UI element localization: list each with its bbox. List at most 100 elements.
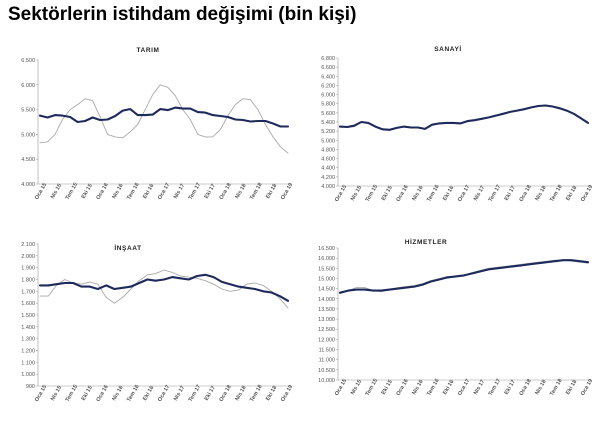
x-tick-label: Tem 17 bbox=[488, 378, 502, 397]
x-tick-label: Tem 15 bbox=[365, 378, 379, 397]
y-tick-label: 1.200 bbox=[21, 349, 35, 355]
x-tick-label: Oca 15 bbox=[34, 384, 48, 403]
x-tick-label: Oca 16 bbox=[96, 384, 110, 403]
x-tick-label: Eki 15 bbox=[81, 385, 94, 402]
y-tick-label: 11.500 bbox=[319, 348, 335, 354]
y-tick-label: 1.300 bbox=[21, 337, 35, 343]
y-tick-label: 14.000 bbox=[318, 297, 335, 303]
x-tick-label: Eki 17 bbox=[504, 379, 517, 396]
chart-title: HİZMETLER bbox=[405, 238, 448, 246]
x-tick-label: Oca 18 bbox=[219, 182, 233, 201]
chart-sanayi: SANAYİ 4.000 4.200 4.400 4.600 4.800 5.000 5.20… bbox=[321, 45, 594, 203]
x-tick-label: Eki 18 bbox=[565, 379, 578, 396]
y-tick-label: 5.800 bbox=[321, 102, 335, 108]
y-tick-label: 6.800 bbox=[321, 56, 335, 62]
y-tick-label: 5.200 bbox=[321, 129, 335, 135]
y-tick-label: 13.000 bbox=[318, 317, 335, 323]
chart-hizmetler: HİZMETLER 10.000 10.500 11.000 11.500 12.000 1… bbox=[318, 238, 594, 397]
x-tick-label: Nis 17 bbox=[173, 183, 186, 200]
series-line-trend-hizmetler bbox=[338, 259, 590, 294]
x-tick-label: Tem 16 bbox=[126, 182, 140, 201]
x-tick-label: Tem 17 bbox=[488, 184, 502, 203]
y-tick-label: 6.500 bbox=[21, 58, 35, 64]
y-tick-label: 16.500 bbox=[318, 246, 335, 252]
x-tick-label: Eki 18 bbox=[265, 183, 278, 200]
y-tick-label: 5.500 bbox=[21, 108, 35, 114]
x-tick-label: Eki 18 bbox=[565, 185, 578, 202]
y-tick-label: 12.000 bbox=[318, 337, 335, 343]
x-tick-label: Eki 16 bbox=[442, 185, 455, 202]
x-tick-label: Oca 17 bbox=[157, 182, 171, 201]
chart-title: SANAYİ bbox=[434, 45, 462, 53]
x-tick-label: Nis 18 bbox=[534, 379, 547, 396]
series-line-trend-tarim bbox=[38, 106, 290, 128]
y-tick-label: 2.000 bbox=[21, 254, 35, 260]
x-tick-label: Oca 18 bbox=[519, 184, 533, 203]
x-tick-label: Nis 15 bbox=[50, 183, 63, 200]
y-tick-label: 900 bbox=[26, 384, 35, 390]
y-tick-label: 15.000 bbox=[318, 276, 335, 282]
y-tick-label: 4.800 bbox=[321, 147, 335, 153]
y-tick-label: 4.400 bbox=[321, 166, 335, 172]
y-tick-label: 4.500 bbox=[21, 157, 35, 163]
x-tick-label: Eki 17 bbox=[204, 183, 217, 200]
x-tick-label: Tem 16 bbox=[126, 384, 140, 403]
x-tick-label: Eki 17 bbox=[204, 385, 217, 402]
y-tick-label: 6.000 bbox=[321, 93, 335, 99]
x-tick-label: Oca 17 bbox=[157, 384, 171, 403]
x-tick-label: Eki 15 bbox=[381, 379, 394, 396]
x-tick-label: Eki 16 bbox=[142, 385, 155, 402]
x-tick-label: Nis 15 bbox=[350, 185, 363, 202]
x-tick-label: Tem 18 bbox=[249, 384, 263, 403]
series-line-trend-sanayi bbox=[338, 104, 590, 131]
x-tick-label: Oca 19 bbox=[580, 378, 594, 397]
y-tick-label: 5.000 bbox=[321, 138, 335, 144]
chart-tarim: TARIM 4.000 4.500 5.000 5.500 6.000 6.500 Oca 1… bbox=[21, 47, 294, 201]
x-tick-label: Oca 18 bbox=[219, 384, 233, 403]
y-tick-label: 16.000 bbox=[318, 256, 335, 262]
y-tick-label: 12.500 bbox=[318, 327, 335, 333]
x-tick-label: Nis 17 bbox=[173, 385, 186, 402]
x-tick-label: Oca 16 bbox=[96, 182, 110, 201]
x-tick-label: Oca 15 bbox=[334, 184, 348, 203]
series-line-raw-hizmetler bbox=[339, 259, 589, 295]
x-tick-label: Tem 15 bbox=[65, 182, 79, 201]
x-tick-label: Eki 16 bbox=[442, 379, 455, 396]
x-tick-label: Nis 16 bbox=[411, 185, 424, 202]
y-tick-label: 1.700 bbox=[21, 289, 35, 295]
x-tick-label: Nis 15 bbox=[350, 379, 363, 396]
x-tick-label: Eki 16 bbox=[142, 183, 155, 200]
series-line-trend-insaat bbox=[38, 273, 290, 302]
x-tick-label: Tem 18 bbox=[249, 182, 263, 201]
x-tick-label: Oca 18 bbox=[519, 378, 533, 397]
x-tick-label: Nis 18 bbox=[234, 385, 247, 402]
y-tick-label: 15.500 bbox=[318, 266, 335, 272]
x-tick-label: Tem 15 bbox=[65, 384, 79, 403]
x-tick-label: Oca 15 bbox=[334, 378, 348, 397]
x-tick-label: Eki 18 bbox=[265, 385, 278, 402]
x-tick-label: Tem 17 bbox=[188, 384, 202, 403]
y-tick-label: 11.000 bbox=[319, 358, 335, 364]
y-tick-label: 1.600 bbox=[21, 301, 35, 307]
chart-insaat: İNŞAAT 900 1.000 1.100 1.200 1.300 1.400 1.500 1… bbox=[21, 242, 294, 403]
x-tick-label: Oca 19 bbox=[280, 182, 294, 201]
y-tick-label: 5.400 bbox=[321, 120, 335, 126]
y-tick-label: 14.500 bbox=[318, 287, 335, 293]
x-tick-label: Tem 16 bbox=[426, 184, 440, 203]
y-tick-label: 1.500 bbox=[21, 313, 35, 319]
y-tick-label: 5.000 bbox=[21, 132, 35, 138]
y-tick-label: 4.200 bbox=[321, 175, 335, 181]
y-tick-label: 1.800 bbox=[21, 278, 35, 284]
x-tick-label: Tem 18 bbox=[549, 378, 563, 397]
y-tick-label: 5.600 bbox=[321, 111, 335, 117]
y-tick-label: 6.000 bbox=[21, 83, 35, 89]
y-tick-label: 2.100 bbox=[21, 242, 35, 248]
x-tick-label: Nis 18 bbox=[534, 185, 547, 202]
y-tick-label: 1.000 bbox=[21, 372, 35, 378]
series-line-raw-insaat bbox=[39, 269, 289, 309]
x-tick-label: Nis 17 bbox=[473, 379, 486, 396]
y-tick-label: 1.400 bbox=[21, 325, 35, 331]
y-tick-label: 1.900 bbox=[21, 266, 35, 272]
x-tick-label: Nis 15 bbox=[50, 385, 63, 402]
x-tick-label: Eki 15 bbox=[381, 185, 394, 202]
